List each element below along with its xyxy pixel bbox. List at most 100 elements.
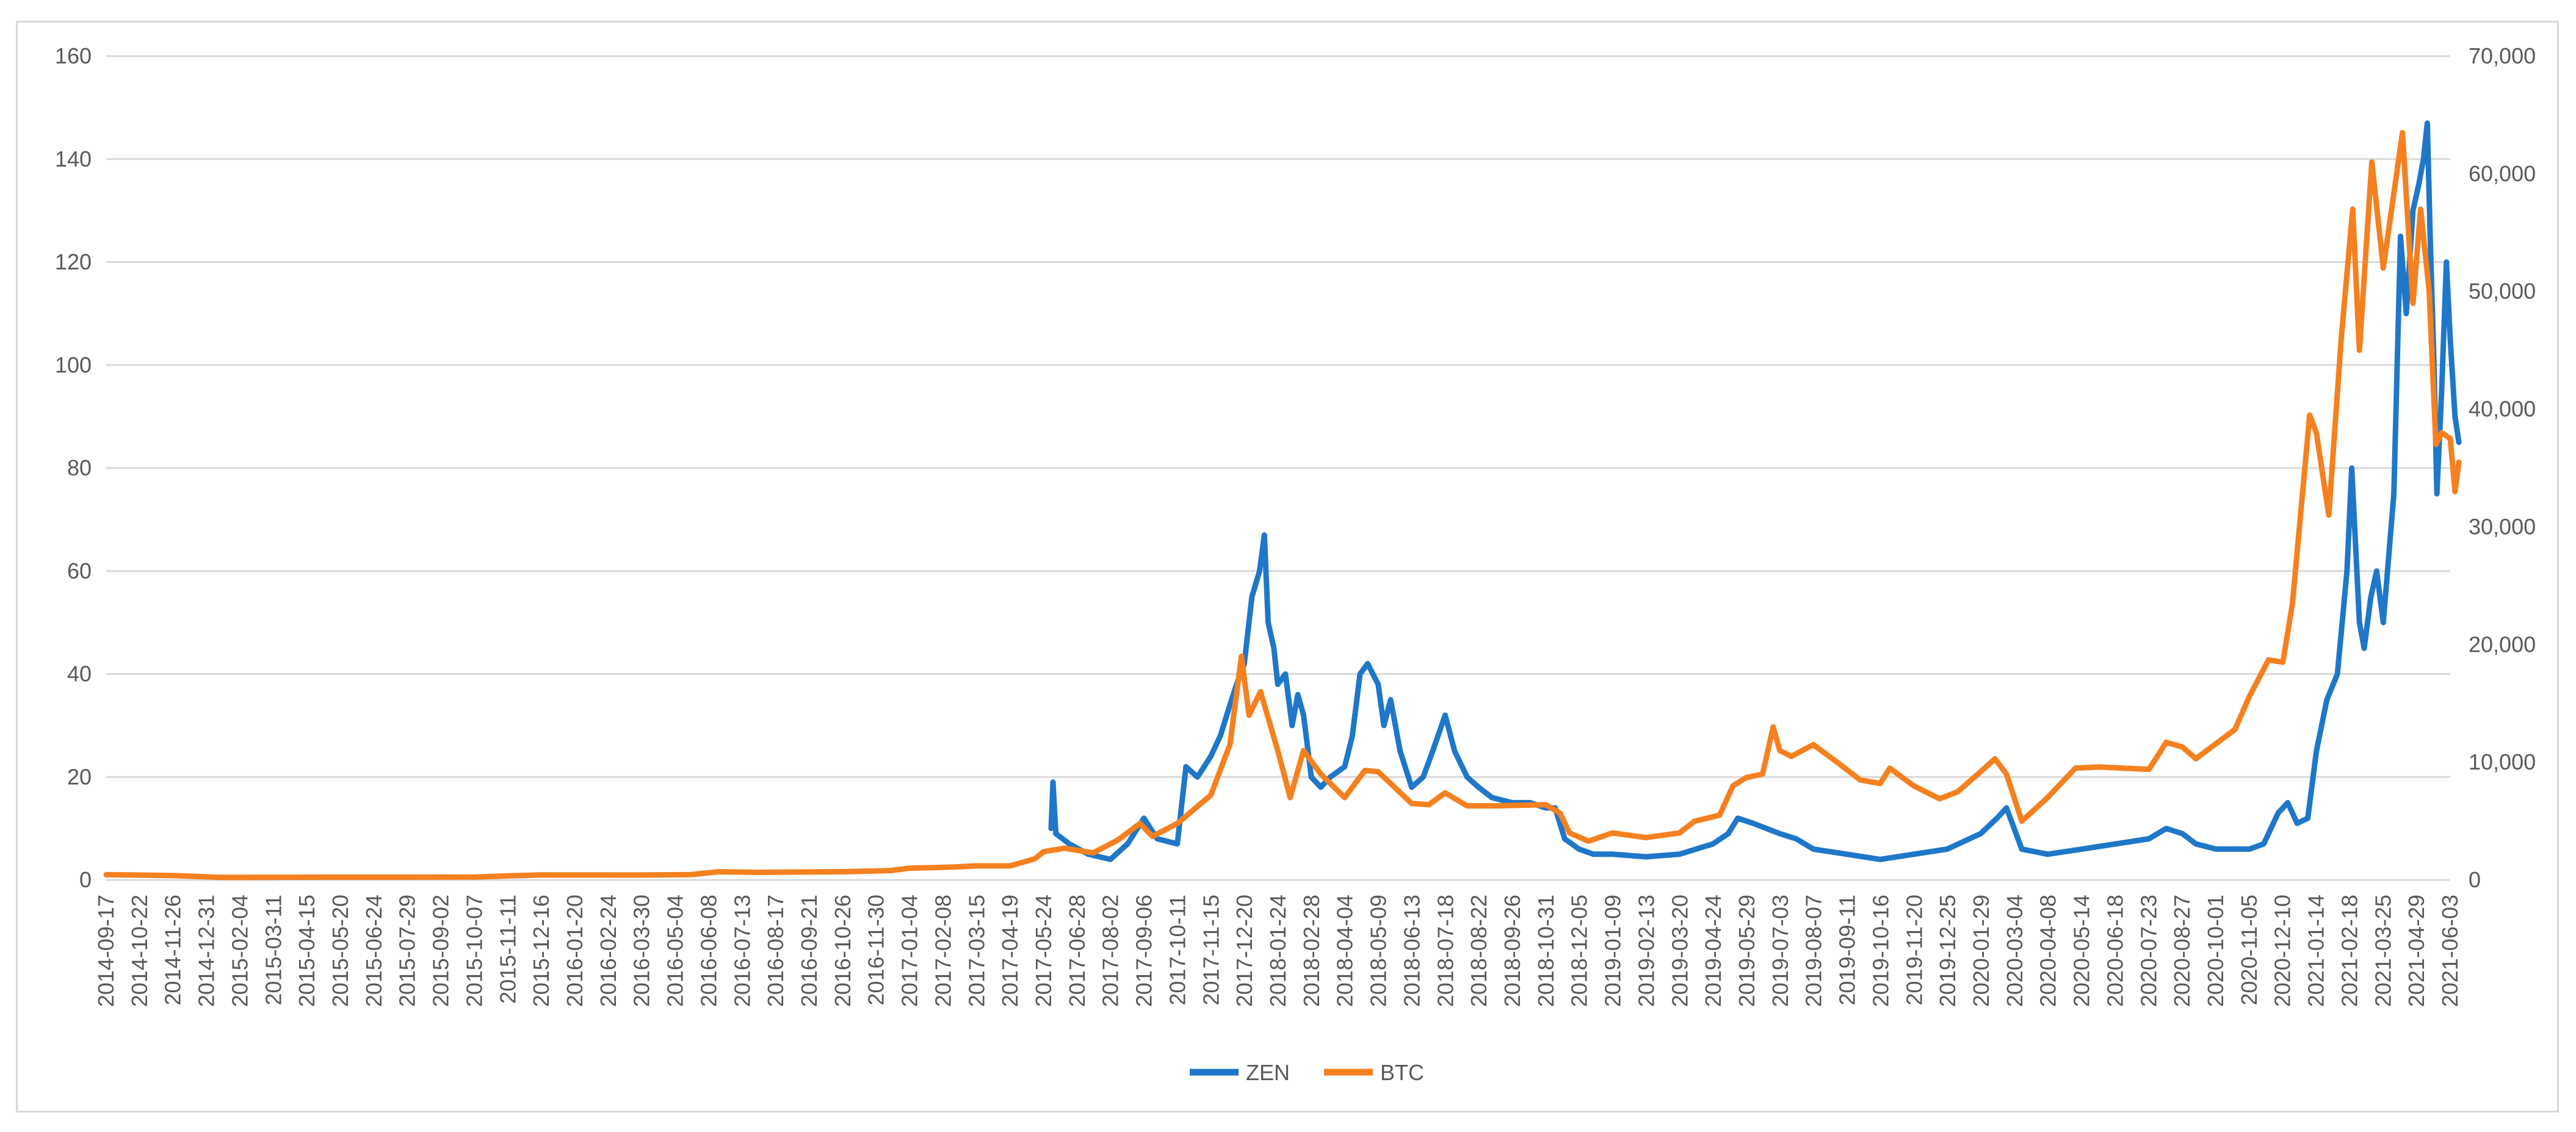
y-tick-label: 60 [67,558,92,583]
x-tick-label: 2018-12-05 [1567,895,1592,1007]
x-tick-label: 2019-02-13 [1634,895,1659,1007]
x-tick-label: 2021-04-29 [2404,895,2429,1007]
series-line-zen [1048,120,2462,862]
left-axis-ticks: 0 20 40 60 80 100 120 140 160 [55,43,92,892]
x-tick-label: 2017-05-24 [1031,895,1056,1007]
gridlines [106,55,2450,881]
x-tick-label: 2021-06-03 [2437,895,2462,1007]
x-tick-label: 2014-12-31 [194,895,219,1007]
right-axis-ticks: 0 10,000 20,000 30,000 40,000 50,000 60,000 70,… [2469,43,2536,892]
x-tick-label: 2018-01-24 [1265,895,1290,1007]
x-tick-label: 2015-12-16 [529,895,554,1007]
y-tick-label: 140 [55,146,92,171]
x-tick-label: 2016-01-20 [562,895,587,1007]
x-tick-label: 2019-04-24 [1701,895,1726,1007]
x-tick-label: 2020-12-10 [2270,895,2295,1007]
y2-tick-label: 0 [2469,867,2481,892]
y2-tick-label: 60,000 [2469,161,2536,186]
x-tick-label: 2015-11-11 [495,895,520,1004]
x-tick-label: 2020-05-14 [2069,895,2094,1007]
x-tick-label: 2019-11-20 [1901,895,1927,1005]
x-tick-label: 2020-06-18 [2102,895,2127,1007]
x-tick-label: 2017-03-15 [964,895,989,1007]
legend-label-btc: BTC [1380,1060,1424,1085]
x-tick-label: 2020-08-27 [2169,895,2194,1007]
x-tick-label: 2019-01-09 [1601,895,1626,1007]
x-tick-label: 2017-09-06 [1132,895,1157,1007]
x-tick-label: 2016-05-04 [663,895,688,1007]
x-tick-label: 2020-04-08 [2036,895,2061,1007]
y-tick-label: 40 [67,662,92,687]
x-tick-label: 2016-11-30 [864,895,889,1005]
series-line-btc [103,129,2462,881]
y-tick-label: 20 [67,764,92,789]
x-tick-label: 2015-07-29 [395,895,420,1007]
x-tick-label: 2020-03-04 [2002,895,2027,1007]
y-tick-label: 100 [55,352,92,377]
x-tick-label: 2016-07-13 [729,895,754,1007]
x-tick-label: 2014-11-26 [161,895,186,1005]
legend: ZEN BTC [1190,1060,1424,1085]
x-tick-label: 2020-07-23 [2136,895,2161,1007]
x-tick-label: 2015-03-11 [261,895,286,1005]
x-tick-label: 2018-07-18 [1433,895,1458,1007]
x-tick-label: 2018-02-28 [1299,895,1324,1007]
x-tick-label: 2021-03-25 [2370,895,2395,1007]
y-tick-label: 160 [55,43,92,68]
x-tick-label: 2019-10-16 [1868,895,1893,1007]
x-tick-label: 2015-10-07 [461,895,487,1007]
x-tick-label: 2016-09-21 [797,895,822,1007]
x-tick-label: 2018-10-31 [1533,895,1558,1007]
x-tick-label: 2017-11-15 [1198,895,1223,1005]
x-tick-label: 2019-05-29 [1734,895,1759,1007]
x-tick-label: 2017-01-04 [897,895,922,1007]
x-tick-label: 2014-09-17 [93,895,118,1007]
x-tick-label: 2020-11-05 [2237,895,2262,1005]
x-tick-label: 2017-04-19 [997,895,1022,1007]
x-tick-label: 2017-12-20 [1232,895,1257,1007]
x-tick-label: 2015-05-20 [328,895,353,1007]
legend-label-zen: ZEN [1246,1060,1290,1085]
x-tick-label: 2015-09-02 [429,895,454,1007]
x-tick-label: 2015-06-24 [361,895,386,1007]
y2-tick-label: 10,000 [2469,749,2536,774]
x-tick-label: 2016-08-17 [763,895,788,1007]
x-tick-label: 2017-08-02 [1098,895,1123,1007]
x-tick-label: 2018-08-22 [1466,895,1491,1007]
x-tick-label: 2016-10-26 [830,895,855,1007]
x-tick-label: 2021-02-18 [2337,895,2362,1007]
y2-tick-label: 50,000 [2469,279,2536,304]
x-tick-label: 2021-01-14 [2304,895,2329,1007]
x-tick-label: 2018-05-09 [1366,895,1391,1007]
y-tick-label: 120 [55,250,92,275]
x-tick-label: 2019-09-11 [1835,895,1860,1005]
x-tick-label: 2018-09-26 [1500,895,1525,1007]
x-tick-label: 2020-10-01 [2203,895,2228,1007]
x-tick-label: 2016-06-08 [696,895,721,1007]
line-chart: 0 20 40 60 80 100 120 140 160 0 10,000 20,000 30,00… [55,43,2536,1085]
x-tick-label: 2014-10-22 [127,895,152,1007]
y-tick-label: 0 [79,867,92,892]
x-axis-ticks: 2014-09-17 2014-10-22 2014-11-26 2014-12-31… [93,895,2462,1007]
y2-tick-label: 20,000 [2469,632,2536,657]
x-tick-label: 2018-04-04 [1333,895,1358,1007]
y2-tick-label: 30,000 [2469,514,2536,539]
x-tick-label: 2020-01-29 [1969,895,1994,1007]
x-tick-label: 2017-06-28 [1065,895,1090,1007]
series-lines [103,120,2462,881]
x-tick-label: 2017-02-08 [930,895,955,1007]
x-tick-label: 2019-12-25 [1935,895,1960,1007]
x-tick-label: 2015-04-15 [294,895,319,1007]
x-tick-label: 2019-08-07 [1801,895,1826,1007]
x-tick-label: 2015-02-04 [227,895,252,1007]
y2-tick-label: 40,000 [2469,397,2536,422]
y2-tick-label: 70,000 [2469,43,2536,68]
chart-frame: 0 20 40 60 80 100 120 140 160 0 10,000 20,000 30,00… [16,21,2559,1112]
x-tick-label: 2018-06-13 [1399,895,1424,1007]
x-tick-label: 2019-03-20 [1667,895,1692,1007]
x-tick-label: 2016-02-24 [596,895,621,1007]
x-tick-label: 2019-07-03 [1768,895,1793,1007]
x-tick-label: 2016-03-30 [629,895,654,1007]
y-tick-label: 80 [67,455,92,480]
x-tick-label: 2017-10-11 [1165,895,1190,1005]
